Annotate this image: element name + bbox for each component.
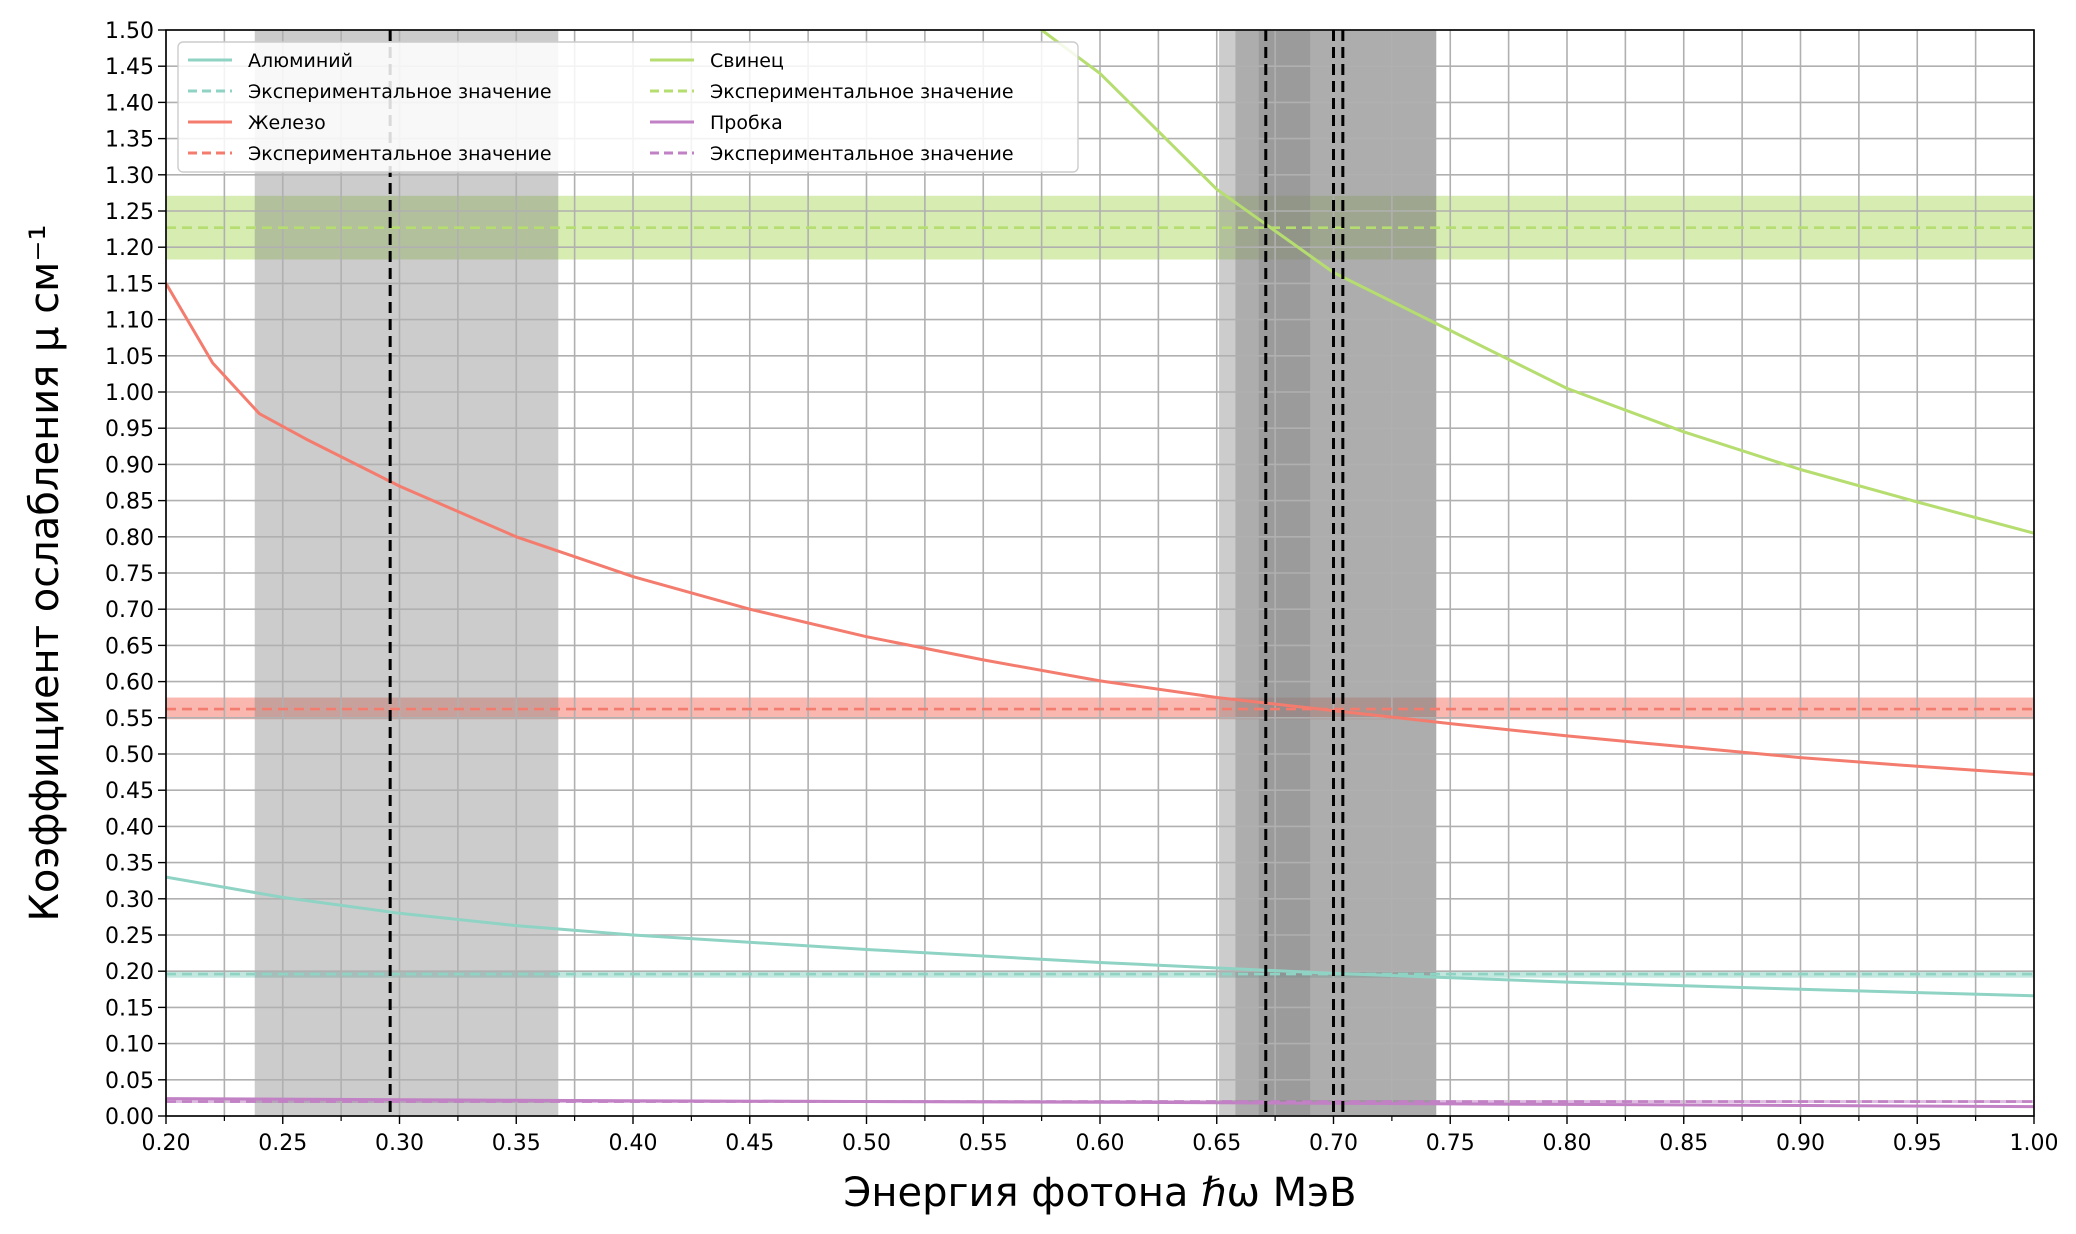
y-tick-label: 0.30 [105, 888, 154, 913]
y-tick-label: 0.00 [105, 1105, 154, 1130]
series-line-2 [1040, 30, 2034, 535]
y-tick-label: 1.10 [105, 309, 154, 334]
x-tick-label: 0.95 [1893, 1131, 1942, 1156]
legend-label: Экспериментальное значение [710, 81, 1014, 103]
y-tick-label: 0.55 [105, 707, 154, 732]
y-tick-label: 0.40 [105, 815, 154, 840]
x-tick-label: 1.00 [2010, 1131, 2059, 1156]
x-tick-label: 0.45 [725, 1131, 774, 1156]
legend-label: Экспериментальное значение [248, 143, 552, 165]
y-axis-ticks: 0.00 0.05 0.10 0.15 0.20 0.25 0.30 0.35 0.40 0.45… [105, 19, 166, 1130]
y-tick-label: 1.50 [105, 19, 154, 44]
series-line-1 [166, 282, 2034, 776]
y-tick-label: 0.85 [105, 490, 154, 515]
series-lines [166, 30, 2034, 1109]
y-tick-label: 0.20 [105, 960, 154, 985]
legend-label: Алюминий [248, 50, 353, 72]
x-tick-label: 0.25 [258, 1131, 307, 1156]
y-tick-label: 1.45 [105, 55, 154, 80]
x-tick-label: 0.35 [492, 1131, 541, 1156]
x-tick-label: 0.65 [1192, 1131, 1241, 1156]
x-tick-label: 0.55 [959, 1131, 1008, 1156]
y-tick-label: 0.50 [105, 743, 154, 768]
x-tick-label: 0.75 [1426, 1131, 1475, 1156]
y-tick-label: 0.75 [105, 562, 154, 587]
y-tick-label: 0.25 [105, 924, 154, 949]
y-tick-label: 1.35 [105, 128, 154, 153]
y-tick-label: 0.65 [105, 634, 154, 659]
series-line-3 [166, 1097, 2034, 1109]
y-tick-label: 0.35 [105, 852, 154, 877]
vertical-markers [388, 30, 1345, 1116]
y-axis-title: Коэффициент ослабления μ см⁻¹ [22, 224, 68, 921]
x-tick-label: 0.60 [1076, 1131, 1125, 1156]
x-axis-ticks: 0.20 0.25 0.30 0.35 0.40 0.45 0.50 0.55 0.60 0.65… [142, 1116, 2059, 1156]
y-tick-label: 0.70 [105, 598, 154, 623]
legend-box [177, 41, 1079, 173]
y-tick-label: 1.05 [105, 345, 154, 370]
y-tick-label: 1.25 [105, 200, 154, 225]
x-tick-label: 0.20 [142, 1131, 191, 1156]
legend-label: Экспериментальное значение [710, 143, 1014, 165]
legend-label: Свинец [710, 50, 784, 72]
y-tick-label: 1.15 [105, 272, 154, 297]
legend-label: Пробка [710, 112, 783, 134]
x-tick-label: 0.30 [375, 1131, 424, 1156]
y-tick-label: 1.00 [105, 381, 154, 406]
y-tick-label: 1.20 [105, 236, 154, 261]
x-tick-label: 0.85 [1659, 1131, 1708, 1156]
series-line-0 [166, 875, 2034, 998]
y-tick-label: 0.10 [105, 1033, 154, 1058]
y-tick-label: 0.05 [105, 1069, 154, 1094]
y-tick-label: 0.45 [105, 779, 154, 804]
y-tick-label: 0.15 [105, 996, 154, 1021]
y-tick-label: 0.60 [105, 671, 154, 696]
y-tick-label: 1.40 [105, 91, 154, 116]
y-tick-label: 0.80 [105, 526, 154, 551]
x-axis-title: Энергия фотона ℏω МэВ [843, 1170, 1356, 1216]
x-tick-label: 0.40 [609, 1131, 658, 1156]
x-tick-label: 0.80 [1543, 1131, 1592, 1156]
legend-label: Экспериментальное значение [248, 81, 552, 103]
x-tick-label: 0.70 [1309, 1131, 1358, 1156]
x-tick-label: 0.90 [1776, 1131, 1825, 1156]
x-tick-label: 0.50 [842, 1131, 891, 1156]
y-tick-label: 0.95 [105, 417, 154, 442]
y-tick-label: 0.90 [105, 453, 154, 478]
legend: Алюминий Экспериментальное значение Железо… [177, 41, 1079, 173]
legend-label: Железо [248, 112, 326, 134]
y-tick-label: 1.30 [105, 164, 154, 189]
